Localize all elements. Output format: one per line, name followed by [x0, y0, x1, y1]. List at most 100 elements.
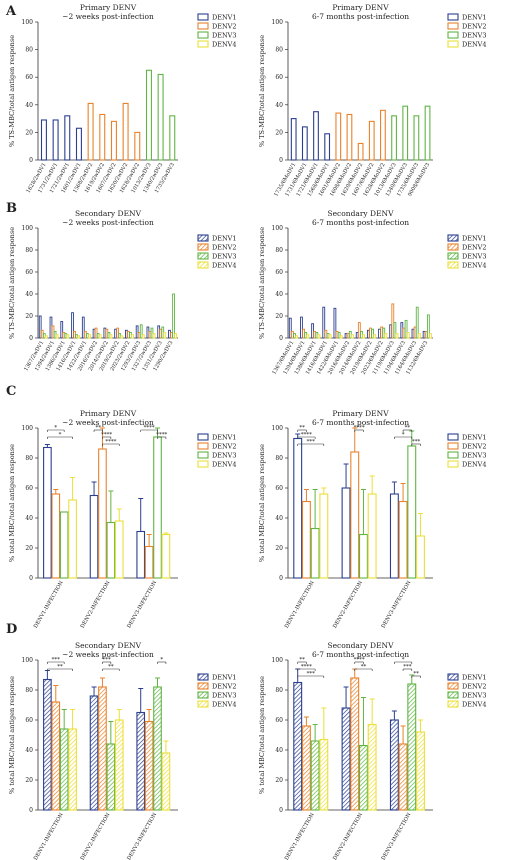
legend-label: DENV3: [462, 32, 486, 40]
x-tick-label: DENV2-INFECTION: [332, 580, 364, 630]
legend-swatch: [197, 700, 209, 708]
legend-label: DENV4: [462, 701, 486, 709]
bar: [124, 329, 128, 339]
bar: [367, 493, 377, 579]
bar: [357, 142, 364, 161]
bar: [310, 740, 320, 811]
bar: [60, 321, 64, 339]
bar: [89, 695, 99, 811]
bar: [81, 316, 85, 339]
sig-label: ***: [403, 664, 412, 670]
chart-title: Secondary DENV: [327, 209, 394, 218]
legend-swatch: [197, 442, 209, 450]
y-tick-label: 100: [272, 19, 284, 26]
sig-label: **: [299, 425, 305, 431]
legend-label: DENV4: [212, 701, 236, 709]
bar: [122, 102, 129, 161]
x-tick-label: DENV1-INFECTION: [33, 580, 65, 630]
legend-label: DENV3: [462, 692, 486, 700]
bar: [134, 131, 141, 161]
bar: [424, 105, 431, 161]
bar: [139, 324, 143, 339]
bar: [49, 316, 53, 339]
bar: [136, 530, 146, 579]
chart-title: ~2 weeks post-infection: [62, 650, 154, 659]
bar: [144, 545, 154, 579]
legend-swatch: [447, 673, 459, 681]
legend-swatch: [197, 243, 209, 251]
sig-label: **: [57, 664, 63, 670]
chart-title: Primary DENV: [332, 3, 389, 12]
bar: [96, 333, 100, 339]
bar: [89, 494, 99, 579]
y-tick-label: 40: [275, 747, 283, 754]
bar: [170, 332, 173, 339]
bar: [94, 327, 98, 339]
y-tick-label: 100: [22, 425, 34, 432]
bar: [44, 335, 48, 339]
sig-label: *: [54, 425, 57, 431]
bar: [355, 332, 359, 339]
bar: [400, 322, 404, 339]
y-tick-label: 40: [25, 291, 33, 298]
y-tick-label: 80: [25, 687, 33, 694]
bar: [402, 327, 406, 339]
legend-label: DENV4: [212, 41, 236, 49]
bar: [110, 120, 117, 161]
chart-title: 6-7 months post-infection: [312, 218, 409, 227]
legend-swatch: [447, 442, 459, 450]
sig-label: **: [413, 671, 419, 677]
y-axis-label: % TS-MBC/total antigen response: [8, 227, 16, 339]
legend-label: DENV2: [212, 23, 236, 31]
bar: [135, 325, 139, 339]
sig-label: ****: [354, 657, 365, 663]
bar: [384, 333, 388, 339]
bar: [346, 113, 353, 161]
bar: [68, 728, 77, 811]
y-axis-label: % TS-MBC/total antigen response: [258, 35, 266, 147]
bar: [66, 334, 70, 339]
sig-label: **: [299, 657, 305, 663]
legend-swatch: [197, 261, 209, 269]
sig-label: *: [402, 657, 405, 663]
legend-swatch: [197, 451, 209, 459]
bar: [75, 334, 78, 339]
y-tick-label: 20: [25, 313, 33, 320]
bar: [301, 126, 308, 161]
legend-swatch: [447, 252, 459, 260]
legend-label: DENV4: [212, 461, 236, 469]
bar: [146, 326, 150, 339]
y-tick-label: 40: [275, 291, 283, 298]
y-tick-label: 80: [25, 47, 33, 54]
sig-label: *: [160, 657, 163, 663]
bar: [153, 436, 162, 579]
bar: [337, 332, 341, 339]
bar: [141, 334, 145, 339]
legend-label: DENV3: [212, 692, 236, 700]
bar: [357, 322, 361, 339]
bar: [127, 330, 130, 339]
bar: [393, 322, 397, 339]
sig-label: **: [95, 425, 101, 431]
bar: [351, 334, 354, 339]
bar: [43, 446, 52, 579]
y-tick-label: 100: [22, 657, 34, 664]
bar: [40, 119, 47, 161]
bar: [348, 330, 352, 339]
chart-title: Secondary DENV: [327, 641, 394, 650]
bar: [350, 451, 360, 579]
sig-label: ***: [103, 657, 112, 663]
bar: [395, 333, 399, 339]
y-tick-label: 60: [25, 74, 33, 81]
bar: [302, 328, 305, 339]
bar: [324, 329, 328, 339]
bar: [161, 326, 165, 339]
legend-label: DENV3: [462, 452, 486, 460]
legend-swatch: [197, 682, 209, 690]
bar: [83, 330, 87, 339]
bar: [107, 332, 111, 339]
y-tick-label: 40: [25, 747, 33, 754]
legend-swatch: [447, 261, 459, 269]
y-tick-label: 80: [275, 455, 283, 462]
x-tick-label: DENV3-INFECTION: [381, 580, 413, 630]
